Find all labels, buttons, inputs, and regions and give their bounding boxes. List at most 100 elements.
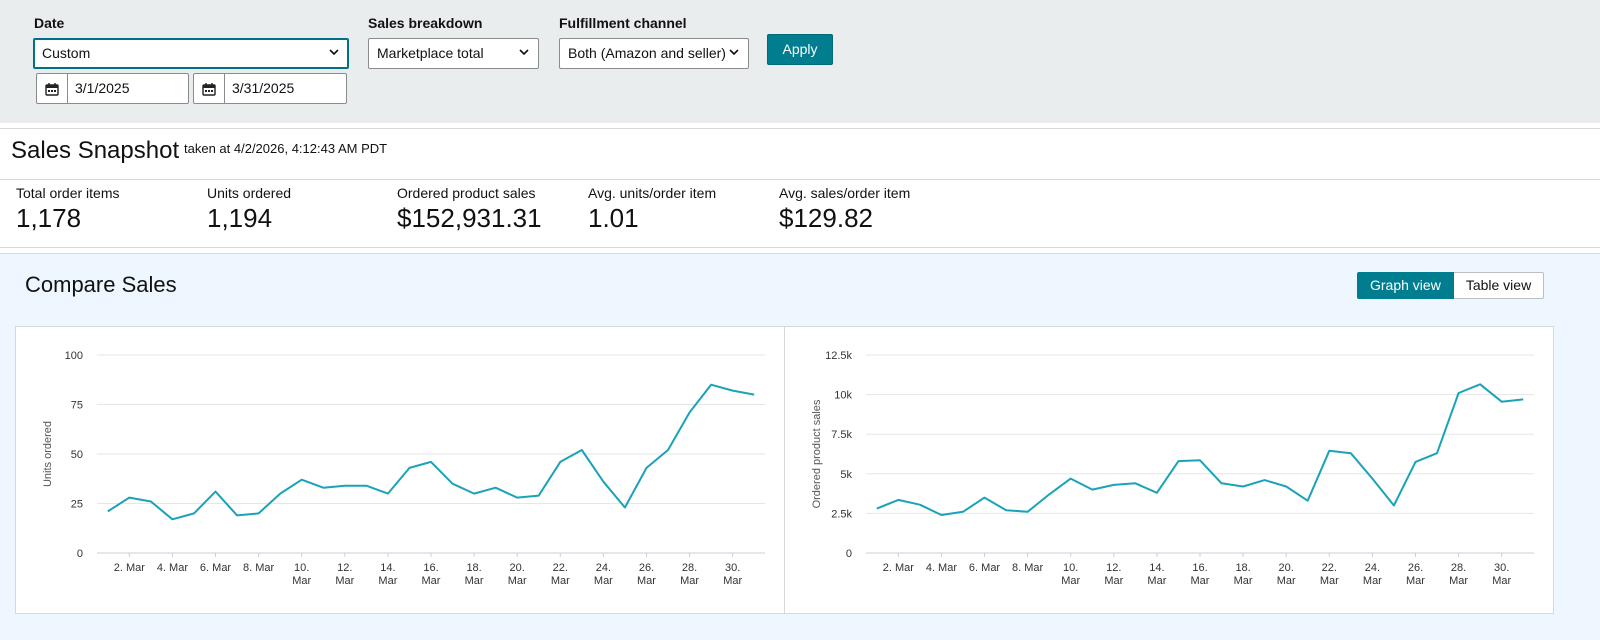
x-tick-label: Mar <box>1363 575 1382 587</box>
x-tick-label: Mar <box>723 575 742 587</box>
units-ordered-chart-svg: 0 25 50 75 100 Units ordered 2. Mar 4. Mar 6. Ma… <box>42 350 765 587</box>
x-tick-label: 8. Mar <box>243 562 275 574</box>
x-tick-label: Mar <box>1320 575 1339 587</box>
metric-total-order-items: Total order items 1,178 <box>16 185 119 234</box>
x-tick-label: 22. <box>1322 562 1337 574</box>
y-tick-label: 12.5k <box>825 350 852 362</box>
fulfillment-channel-label: Fulfillment channel <box>559 15 687 31</box>
x-tick-label: 18. <box>466 562 481 574</box>
x-tick-label: Mar <box>1104 575 1123 587</box>
chevron-down-icon <box>729 49 739 56</box>
x-tick-label: 8. Mar <box>1012 562 1044 574</box>
x-tick-label: Mar <box>1191 575 1210 587</box>
x-tick-label: 6. Mar <box>969 562 1001 574</box>
table-view-button[interactable]: Table view <box>1453 272 1545 299</box>
metric-label: Units ordered <box>207 185 292 201</box>
end-date-value: 3/31/2025 <box>232 80 295 96</box>
x-tick-label: Mar <box>422 575 441 587</box>
x-tick-label: 28. <box>682 562 697 574</box>
snapshot-timestamp: taken at 4/2/2026, 4:12:43 AM PDT <box>184 141 388 156</box>
x-tick-label: Mar <box>1234 575 1253 587</box>
start-date-field[interactable]: 3/1/2025 <box>36 73 189 104</box>
chevron-down-icon <box>329 49 339 56</box>
filter-bar: Date Custom 3/1/2025 3/31/2025 Sales bre… <box>0 0 1600 123</box>
units-ordered-chart: 0 25 50 75 100 Units ordered 2. Mar 4. Mar 6. Ma… <box>16 327 784 613</box>
x-tick-label: 16. <box>423 562 438 574</box>
sales-breakdown-label: Sales breakdown <box>368 15 483 31</box>
x-tick-label: 26. <box>639 562 654 574</box>
compare-sales-section: Compare Sales Graph view Table view 0 25 5… <box>0 253 1600 640</box>
metric-ordered-product-sales: Ordered product sales $152,931.31 <box>397 185 542 234</box>
date-range-select[interactable]: Custom <box>33 38 349 69</box>
calendar-icon[interactable] <box>194 74 225 103</box>
charts-container: 0 25 50 75 100 Units ordered 2. Mar 4. Mar 6. Ma… <box>15 326 1554 614</box>
y-tick-label: 75 <box>71 400 83 412</box>
x-tick-label: 14. <box>380 562 395 574</box>
y-tick-label: 0 <box>77 548 83 560</box>
sales-breakdown-select[interactable]: Marketplace total <box>368 38 539 69</box>
date-filter-label: Date <box>34 15 65 31</box>
ordered-product-sales-chart-svg: 0 2.5k 5k 7.5k 10k 12.5k Ordered product sales… <box>811 350 1534 587</box>
x-tick-label: Mar <box>551 575 570 587</box>
x-tick-label: 26. <box>1408 562 1423 574</box>
metric-label: Total order items <box>16 185 120 201</box>
x-tick-label: Mar <box>465 575 484 587</box>
x-tick-label: 30. <box>1494 562 1509 574</box>
x-tick-label: Mar <box>1492 575 1511 587</box>
start-date-value: 3/1/2025 <box>75 80 130 96</box>
y-tick-label: 100 <box>65 350 83 362</box>
x-tick-label: 12. <box>1106 562 1121 574</box>
x-tick-label: Mar <box>1147 575 1166 587</box>
view-toggle: Graph view Table view <box>1357 272 1545 299</box>
x-tick-label: 10. <box>294 562 309 574</box>
y-tick-label: 25 <box>71 499 83 511</box>
x-tick-label: 16. <box>1192 562 1207 574</box>
metric-avg-units-per-order-item: Avg. units/order item 1.01 <box>588 185 716 234</box>
snapshot-header: Sales Snapshot taken at 4/2/2026, 4:12:4… <box>0 129 1600 180</box>
y-tick-label: 2.5k <box>831 508 852 520</box>
metric-units-ordered: Units ordered 1,194 <box>207 185 291 234</box>
x-tick-label: Mar <box>1449 575 1468 587</box>
x-tick-label: Mar <box>680 575 699 587</box>
x-tick-label: 2. Mar <box>114 562 146 574</box>
x-tick-label: Mar <box>1061 575 1080 587</box>
y-axis-label: Units ordered <box>42 421 54 487</box>
x-tick-label: 30. <box>725 562 740 574</box>
chart-divider <box>784 327 785 613</box>
fulfillment-channel-select[interactable]: Both (Amazon and seller) <box>559 38 749 69</box>
metric-value: $152,931.31 <box>397 203 542 233</box>
y-tick-label: 10k <box>834 390 852 402</box>
x-tick-label: 4. Mar <box>157 562 189 574</box>
x-tick-label: 24. <box>596 562 611 574</box>
x-tick-label: 20. <box>510 562 525 574</box>
x-tick-label: Mar <box>292 575 311 587</box>
y-tick-label: 7.5k <box>831 429 852 441</box>
x-tick-label: 10. <box>1063 562 1078 574</box>
graph-view-button[interactable]: Graph view <box>1357 272 1454 299</box>
x-tick-label: Mar <box>1277 575 1296 587</box>
x-tick-label: Mar <box>637 575 656 587</box>
x-tick-label: Mar <box>378 575 397 587</box>
x-tick-label: 18. <box>1235 562 1250 574</box>
date-range-value: Custom <box>42 45 91 61</box>
x-tick-label: 4. Mar <box>926 562 958 574</box>
x-tick-label: Mar <box>508 575 527 587</box>
metric-value: 1.01 <box>588 203 639 233</box>
end-date-field[interactable]: 3/31/2025 <box>193 73 347 104</box>
series-line <box>876 383 1524 516</box>
x-tick-label: 24. <box>1365 562 1380 574</box>
y-tick-label: 50 <box>71 449 83 461</box>
x-tick-label: 6. Mar <box>200 562 232 574</box>
x-tick-label: 20. <box>1279 562 1294 574</box>
y-axis-label: Ordered product sales <box>811 399 823 508</box>
metric-avg-sales-per-order-item: Avg. sales/order item $129.82 <box>779 185 910 234</box>
chevron-down-icon <box>519 49 529 56</box>
snapshot-title: Sales Snapshot <box>11 137 180 164</box>
x-tick-label: 2. Mar <box>883 562 915 574</box>
metric-label: Avg. sales/order item <box>779 185 911 201</box>
metric-value: $129.82 <box>779 203 873 233</box>
compare-sales-title: Compare Sales <box>25 272 177 297</box>
calendar-icon[interactable] <box>37 74 68 103</box>
x-tick-label: Mar <box>1406 575 1425 587</box>
apply-button[interactable]: Apply <box>767 34 833 65</box>
